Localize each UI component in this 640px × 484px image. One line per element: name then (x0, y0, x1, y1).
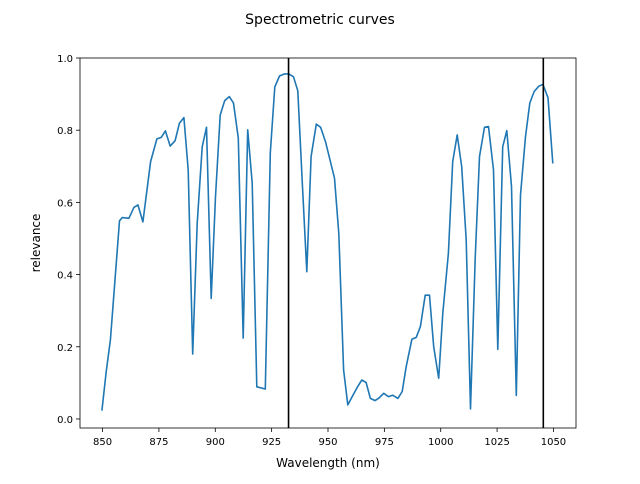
y-axis-label: relevance (29, 214, 43, 273)
x-tick-label: 925 (262, 437, 281, 448)
y-tick-label: 0.2 (57, 343, 73, 354)
plot-area: 850 875 900 925 950 975 1000 1025 1050 0.0 0.2 0.4 0… (57, 54, 577, 448)
x-tick-label: 1025 (484, 437, 509, 448)
y-tick-label: 0.8 (57, 126, 73, 137)
x-tick-label: 875 (149, 437, 168, 448)
axes-frame (79, 57, 577, 429)
y-tick-label: 0.6 (57, 198, 73, 209)
chart-title: Spectrometric curves (245, 12, 395, 28)
y-tick-label: 0.4 (57, 271, 73, 282)
x-tick-label: 1000 (428, 437, 453, 448)
x-tick-label: 850 (93, 437, 112, 448)
x-axis-label: Wavelength (nm) (276, 456, 380, 470)
series-line (101, 73, 554, 411)
y-tick-label: 1.0 (57, 54, 73, 65)
x-tick-label: 900 (206, 437, 225, 448)
x-tick-label: 950 (318, 437, 337, 448)
x-tick-label: 975 (375, 437, 394, 448)
y-tick-label: 0.0 (57, 415, 73, 426)
x-tick-label: 1050 (541, 437, 566, 448)
